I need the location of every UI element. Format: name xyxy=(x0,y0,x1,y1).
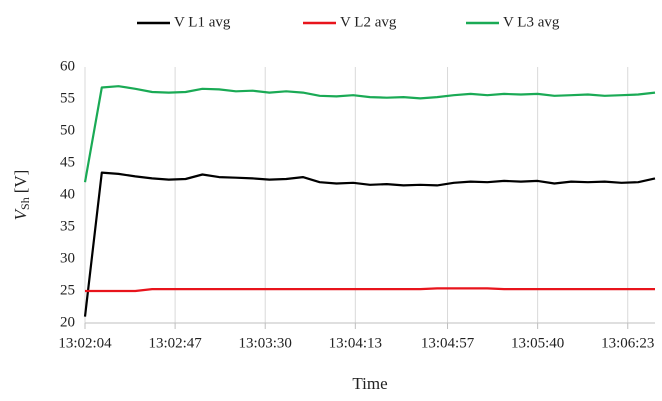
y-tick-label: 55 xyxy=(60,90,75,106)
x-tick-label: 13:05:40 xyxy=(511,335,564,351)
legend-label: V L2 avg xyxy=(340,14,397,30)
x-tick-label: 13:03:30 xyxy=(239,335,292,351)
legend-label: V L3 avg xyxy=(503,14,560,30)
x-tick-label: 13:04:57 xyxy=(421,335,475,351)
y-tick-label: 45 xyxy=(60,154,75,170)
y-tick-label: 40 xyxy=(60,186,75,202)
data-line xyxy=(83,85,656,183)
y-label-symbol: V xyxy=(11,207,30,220)
y-axis-label: VSh [V] xyxy=(11,170,32,221)
y-tick-label: 35 xyxy=(60,218,75,234)
y-label-unit: [V] xyxy=(11,170,30,194)
x-tick-label: 13:02:04 xyxy=(58,335,112,351)
y-tick-label: 50 xyxy=(60,122,75,138)
data-line xyxy=(83,171,656,317)
x-tick-label: 13:04:13 xyxy=(329,335,382,351)
x-tick-label: 13:02:47 xyxy=(148,335,202,351)
y-tick-label: 20 xyxy=(60,314,75,330)
y-tick-label: 60 xyxy=(60,58,75,74)
y-tick-label: 30 xyxy=(60,250,75,266)
y-label-subscript: Sh xyxy=(18,197,32,210)
x-axis-label: Time xyxy=(352,374,387,393)
y-tick-label: 25 xyxy=(60,282,75,298)
x-tick-label: 13:06:23 xyxy=(601,335,654,351)
data-line xyxy=(85,287,655,293)
legend-label: V L1 avg xyxy=(174,14,231,30)
